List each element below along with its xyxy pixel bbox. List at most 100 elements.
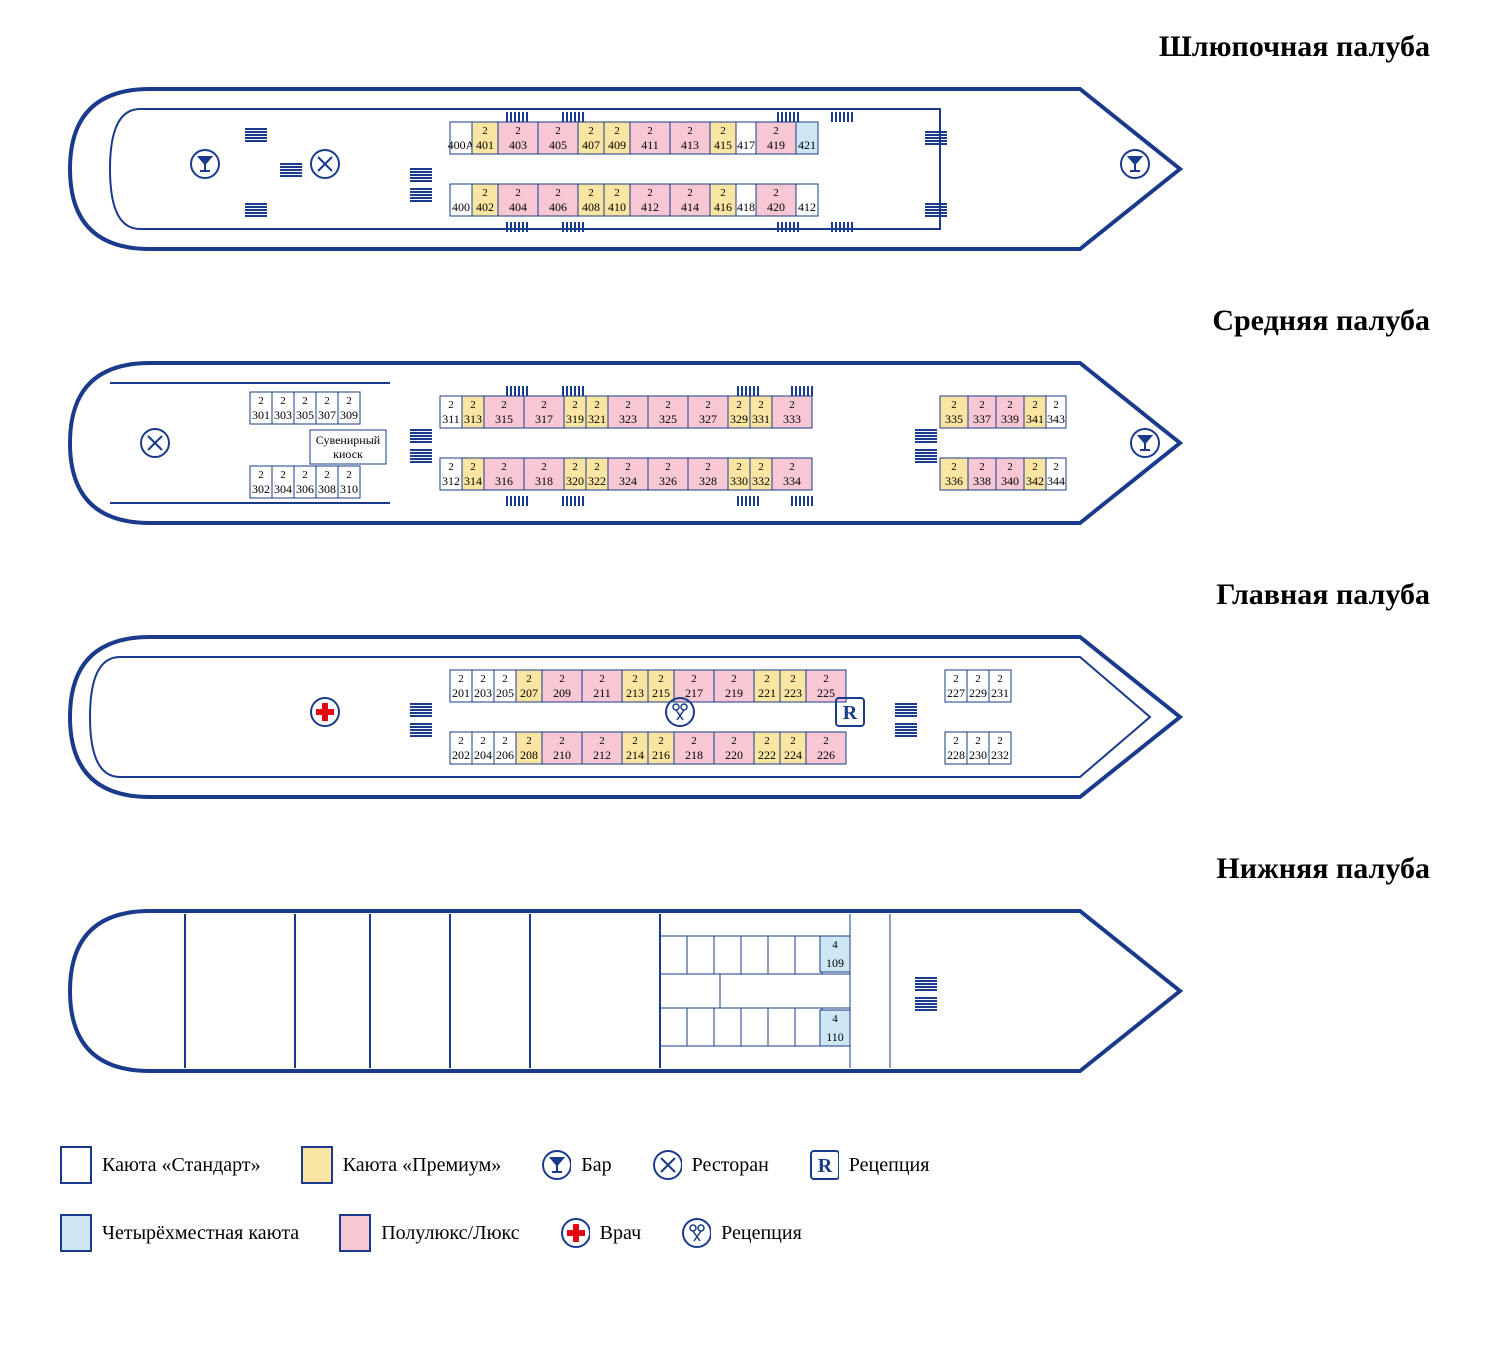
svg-text:2: 2 bbox=[997, 673, 1003, 685]
svg-text:2: 2 bbox=[1032, 461, 1038, 473]
svg-text:400: 400 bbox=[452, 200, 470, 214]
svg-text:303: 303 bbox=[274, 408, 292, 422]
deck-title: Средняя палуба bbox=[20, 304, 1430, 338]
svg-text:2: 2 bbox=[789, 399, 795, 411]
svg-text:311: 311 bbox=[442, 412, 460, 426]
medical-icon bbox=[560, 1218, 590, 1248]
svg-text:225: 225 bbox=[817, 686, 835, 700]
salon-icon bbox=[681, 1218, 711, 1248]
svg-text:201: 201 bbox=[452, 686, 470, 700]
svg-text:413: 413 bbox=[681, 138, 699, 152]
svg-text:308: 308 bbox=[318, 482, 336, 496]
svg-text:2: 2 bbox=[979, 399, 985, 411]
svg-text:2: 2 bbox=[515, 125, 521, 137]
svg-text:2: 2 bbox=[526, 673, 532, 685]
svg-text:404: 404 bbox=[509, 200, 527, 214]
svg-text:227: 227 bbox=[947, 686, 965, 700]
svg-text:2: 2 bbox=[658, 735, 664, 747]
svg-text:109: 109 bbox=[826, 956, 844, 970]
svg-text:2: 2 bbox=[823, 735, 829, 747]
svg-text:2: 2 bbox=[572, 399, 578, 411]
svg-text:337: 337 bbox=[973, 412, 991, 426]
svg-text:403: 403 bbox=[509, 138, 527, 152]
svg-text:221: 221 bbox=[758, 686, 776, 700]
svg-text:2: 2 bbox=[691, 735, 697, 747]
svg-text:2: 2 bbox=[979, 461, 985, 473]
svg-text:407: 407 bbox=[582, 138, 600, 152]
svg-text:408: 408 bbox=[582, 200, 600, 214]
svg-text:2: 2 bbox=[687, 125, 693, 137]
svg-text:2: 2 bbox=[773, 125, 779, 137]
svg-text:2: 2 bbox=[482, 125, 488, 137]
svg-text:2: 2 bbox=[1007, 461, 1013, 473]
svg-text:2: 2 bbox=[1053, 461, 1059, 473]
svg-text:2: 2 bbox=[647, 187, 653, 199]
svg-text:2: 2 bbox=[736, 399, 742, 411]
svg-text:2: 2 bbox=[559, 735, 565, 747]
svg-text:338: 338 bbox=[973, 474, 991, 488]
svg-text:2: 2 bbox=[258, 469, 264, 481]
svg-text:215: 215 bbox=[652, 686, 670, 700]
svg-text:419: 419 bbox=[767, 138, 785, 152]
svg-text:4: 4 bbox=[832, 1013, 838, 1025]
svg-text:421: 421 bbox=[798, 138, 816, 152]
svg-text:220: 220 bbox=[725, 748, 743, 762]
svg-text:211: 211 bbox=[593, 686, 611, 700]
svg-text:2: 2 bbox=[346, 469, 352, 481]
svg-text:323: 323 bbox=[619, 412, 637, 426]
svg-text:2: 2 bbox=[346, 395, 352, 407]
svg-text:2: 2 bbox=[470, 399, 476, 411]
svg-text:412: 412 bbox=[798, 200, 816, 214]
svg-text:219: 219 bbox=[725, 686, 743, 700]
svg-text:2: 2 bbox=[731, 735, 737, 747]
svg-text:333: 333 bbox=[783, 412, 801, 426]
legend: Каюта «Стандарт» Каюта «Премиум» Бар Рес… bbox=[20, 1126, 1470, 1272]
svg-text:2: 2 bbox=[705, 461, 711, 473]
svg-text:2: 2 bbox=[302, 469, 308, 481]
deck-1: Средняя палуба 2301230323052307230923022… bbox=[20, 304, 1470, 538]
svg-text:230: 230 bbox=[969, 748, 987, 762]
svg-text:2: 2 bbox=[764, 673, 770, 685]
legend-item: Каюта «Стандарт» bbox=[60, 1146, 261, 1184]
svg-text:2: 2 bbox=[541, 399, 547, 411]
svg-text:339: 339 bbox=[1001, 412, 1019, 426]
svg-text:2: 2 bbox=[687, 187, 693, 199]
svg-text:402: 402 bbox=[476, 200, 494, 214]
svg-text:207: 207 bbox=[520, 686, 538, 700]
svg-text:2: 2 bbox=[458, 735, 464, 747]
svg-text:342: 342 bbox=[1026, 474, 1044, 488]
svg-text:314: 314 bbox=[464, 474, 482, 488]
svg-text:2: 2 bbox=[480, 735, 486, 747]
svg-text:344: 344 bbox=[1047, 474, 1065, 488]
svg-text:334: 334 bbox=[783, 474, 801, 488]
legend-label: Рецепция bbox=[849, 1154, 930, 1177]
svg-text:322: 322 bbox=[588, 474, 606, 488]
svg-text:2: 2 bbox=[555, 187, 561, 199]
svg-text:420: 420 bbox=[767, 200, 785, 214]
legend-label: Четырёхместная каюта bbox=[102, 1222, 299, 1245]
svg-text:2: 2 bbox=[594, 399, 600, 411]
svg-text:343: 343 bbox=[1047, 412, 1065, 426]
svg-text:316: 316 bbox=[495, 474, 513, 488]
legend-item: Полулюкс/Люкс bbox=[339, 1214, 519, 1252]
bar-icon bbox=[541, 1150, 571, 1180]
legend-label: Каюта «Стандарт» bbox=[102, 1154, 261, 1177]
legend-label: Ресторан bbox=[692, 1154, 769, 1177]
svg-text:331: 331 bbox=[752, 412, 770, 426]
svg-text:2: 2 bbox=[665, 461, 671, 473]
svg-text:218: 218 bbox=[685, 748, 703, 762]
svg-text:406: 406 bbox=[549, 200, 567, 214]
svg-text:2: 2 bbox=[280, 395, 286, 407]
legend-row: Четырёхместная каюта Полулюкс/Люкс Врач … bbox=[60, 1214, 802, 1252]
svg-text:326: 326 bbox=[659, 474, 677, 488]
legend-item: R Рецепция bbox=[809, 1150, 930, 1180]
svg-text:2: 2 bbox=[572, 461, 578, 473]
svg-text:231: 231 bbox=[991, 686, 1009, 700]
svg-text:2: 2 bbox=[632, 673, 638, 685]
svg-text:232: 232 bbox=[991, 748, 1009, 762]
legend-item: Рецепция bbox=[681, 1218, 802, 1248]
svg-text:2: 2 bbox=[501, 461, 507, 473]
svg-text:340: 340 bbox=[1001, 474, 1019, 488]
svg-text:309: 309 bbox=[340, 408, 358, 422]
legend-item: Четырёхместная каюта bbox=[60, 1214, 299, 1252]
